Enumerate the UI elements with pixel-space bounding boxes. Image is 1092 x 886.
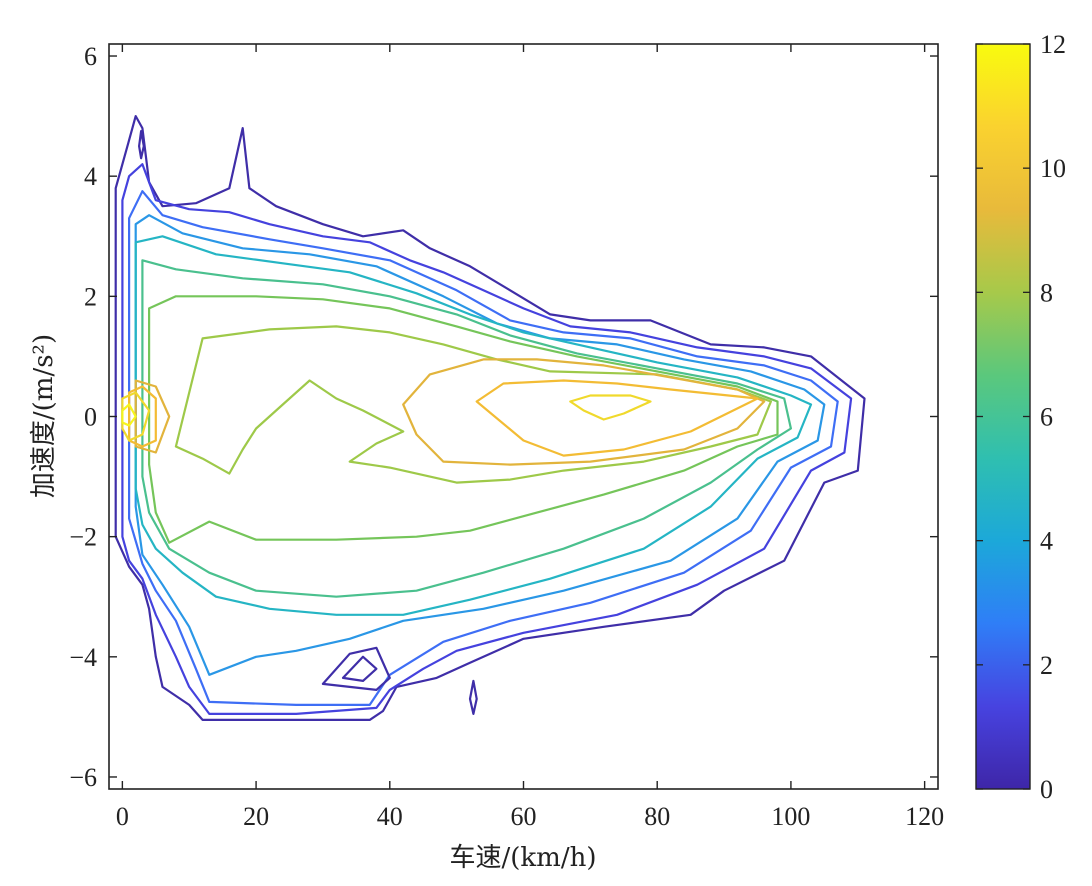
- y-tick-label: −2: [69, 523, 97, 552]
- colorbar-tick-label: 6: [1040, 403, 1053, 432]
- y-tick-label: −4: [69, 643, 97, 672]
- y-tick-label: −6: [69, 763, 97, 792]
- x-tick-label: 80: [644, 802, 670, 831]
- contour-level-7-part-0: [148, 295, 779, 544]
- y-tick-label: 0: [84, 403, 97, 432]
- contour-level-12-part-0: [121, 403, 137, 427]
- x-tick-label: 0: [116, 802, 129, 831]
- x-tick-label: 40: [377, 802, 403, 831]
- contour-level-10-part-1: [475, 379, 759, 457]
- contour-level-5-part-0: [134, 235, 813, 616]
- colorbar-ticks: 0 2 4 6 8 10 12: [976, 30, 1066, 804]
- plot-area: [109, 44, 938, 789]
- colorbar-tick-label: 12: [1040, 30, 1066, 59]
- y-axis-label: 加速度/(m/s²): [29, 334, 59, 498]
- y-tick-label: 2: [84, 282, 97, 311]
- contour-level-11-part-1: [569, 394, 652, 421]
- colorbar-tick-label: 10: [1040, 154, 1066, 183]
- contour-level-1-5-part-2: [341, 655, 378, 683]
- colorbar-tick-label: 8: [1040, 278, 1053, 307]
- x-tick-label: 20: [243, 802, 269, 831]
- x-axis-label: 车速/(km/h): [450, 843, 597, 873]
- contour-level-1-5-part-0: [138, 130, 145, 160]
- x-axis-ticks: 0 20 40 60 80 100 120: [116, 44, 944, 831]
- contour-level-1-part-0: [114, 114, 866, 722]
- contour-level-8-part-0: [174, 325, 773, 484]
- x-tick-label: 60: [511, 802, 537, 831]
- contour-level-10-part-0: [128, 385, 157, 448]
- colorbar: [975, 43, 1031, 790]
- contour-lines: [114, 114, 866, 722]
- contour-level-4-part-0: [134, 214, 826, 676]
- contour-level-3-part-0: [128, 190, 839, 707]
- x-tick-label: 100: [771, 802, 810, 831]
- contour-level-9-part-1: [402, 358, 766, 466]
- contour-level-1-5-part-1: [468, 679, 478, 716]
- y-tick-label: 6: [84, 42, 97, 71]
- contour-level-1-5-part-3: [321, 646, 391, 692]
- contour-level-2-part-0: [121, 163, 853, 716]
- contour-level-11-part-0: [121, 391, 151, 442]
- y-tick-label: 4: [84, 162, 97, 191]
- colorbar-tick-label: 0: [1040, 775, 1053, 804]
- y-axis-ticks: −6 −4 −2 0 2 4 6: [69, 42, 938, 792]
- contour-level-6-part-0: [141, 259, 793, 598]
- colorbar-tick-label: 4: [1040, 527, 1053, 556]
- colorbar-tick-label: 2: [1040, 651, 1053, 680]
- x-tick-label: 120: [905, 802, 944, 831]
